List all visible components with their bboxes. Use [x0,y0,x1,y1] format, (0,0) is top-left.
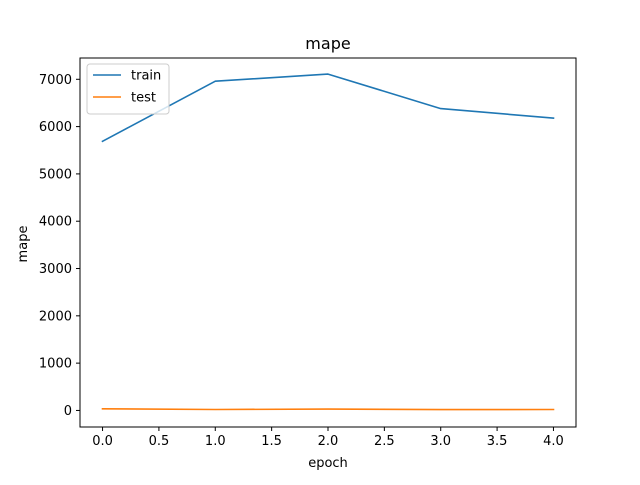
x-tick-label: 2.0 [318,434,339,449]
plot-frame [79,57,577,428]
series-line-test [101,407,555,411]
y-tick-label: 3000 [39,262,72,277]
legend-box [86,63,170,115]
x-tick-label: 1.5 [261,434,282,449]
y-tick-label: 0 [64,404,72,419]
x-tick-label: 2.5 [374,434,395,449]
legend: train test [86,63,170,115]
series-line-train [101,73,555,143]
series-layer [101,73,555,411]
x-tick-label: 1.0 [205,434,226,449]
ticks-layer: 0.0 0.5 1.0 1.5 2.0 2.5 3.0 3.5 4.0 0 1000 2000 3000… [39,73,564,449]
x-tick-label: 0.0 [92,434,113,449]
y-tick-label: 2000 [39,309,72,324]
chart-title: mape [305,34,350,53]
y-axis-label: mape [16,226,31,263]
legend-label-test: test [131,91,156,106]
x-tick-label: 0.5 [149,434,170,449]
y-tick-label: 4000 [39,215,72,230]
y-tick-label: 1000 [39,357,72,372]
x-tick-label: 3.0 [430,434,451,449]
y-tick-label: 7000 [39,73,72,88]
y-tick-label: 6000 [39,120,72,135]
legend-label-train: train [131,69,161,84]
x-tick-label: 3.5 [487,434,508,449]
x-tick-label: 4.0 [543,434,564,449]
y-tick-label: 5000 [39,167,72,182]
x-axis-label: epoch [308,456,348,471]
